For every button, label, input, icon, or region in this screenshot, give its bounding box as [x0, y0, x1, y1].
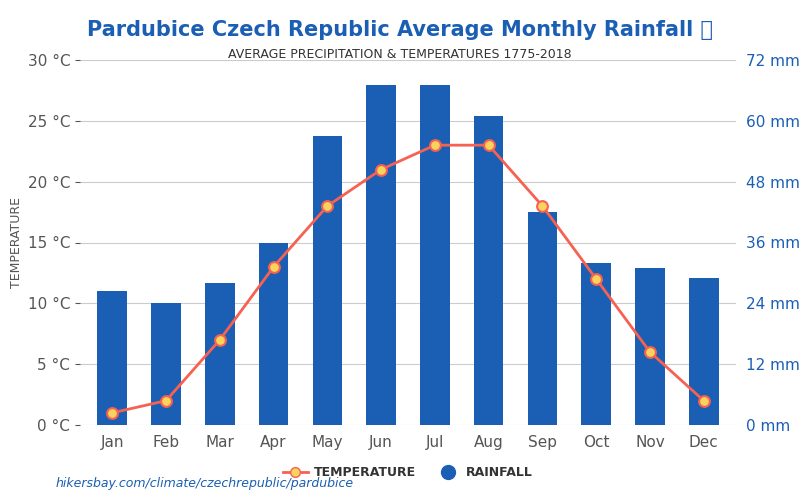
Point [321, 202, 334, 210]
Point [214, 336, 226, 344]
Point [106, 409, 118, 417]
Point [482, 141, 495, 149]
Point [590, 275, 602, 283]
Bar [474, 116, 503, 425]
Bar [151, 304, 181, 425]
Point [267, 263, 280, 271]
Text: Pardubice Czech Republic Average Monthly Rainfall 🌧: Pardubice Czech Republic Average Monthly… [87, 20, 713, 40]
Bar [366, 86, 396, 425]
Bar [98, 290, 127, 425]
Point [643, 348, 656, 356]
Point [698, 396, 710, 404]
Bar [635, 268, 665, 425]
Bar [258, 242, 288, 425]
Point [429, 141, 442, 149]
Legend: TEMPERATURE, RAINFALL: TEMPERATURE, RAINFALL [278, 462, 538, 484]
Point [374, 166, 387, 173]
Bar [689, 278, 718, 425]
Text: hikersbay.com/climate/czechrepublic/pardubice: hikersbay.com/climate/czechrepublic/pard… [56, 477, 354, 490]
Bar [582, 263, 611, 425]
Bar [205, 283, 234, 425]
Point [160, 396, 173, 404]
Point [536, 202, 549, 210]
Bar [528, 212, 558, 425]
Text: AVERAGE PRECIPITATION & TEMPERATURES 1775-2018: AVERAGE PRECIPITATION & TEMPERATURES 177… [228, 48, 572, 60]
Bar [420, 86, 450, 425]
Bar [313, 136, 342, 425]
Y-axis label: TEMPERATURE: TEMPERATURE [10, 197, 23, 288]
